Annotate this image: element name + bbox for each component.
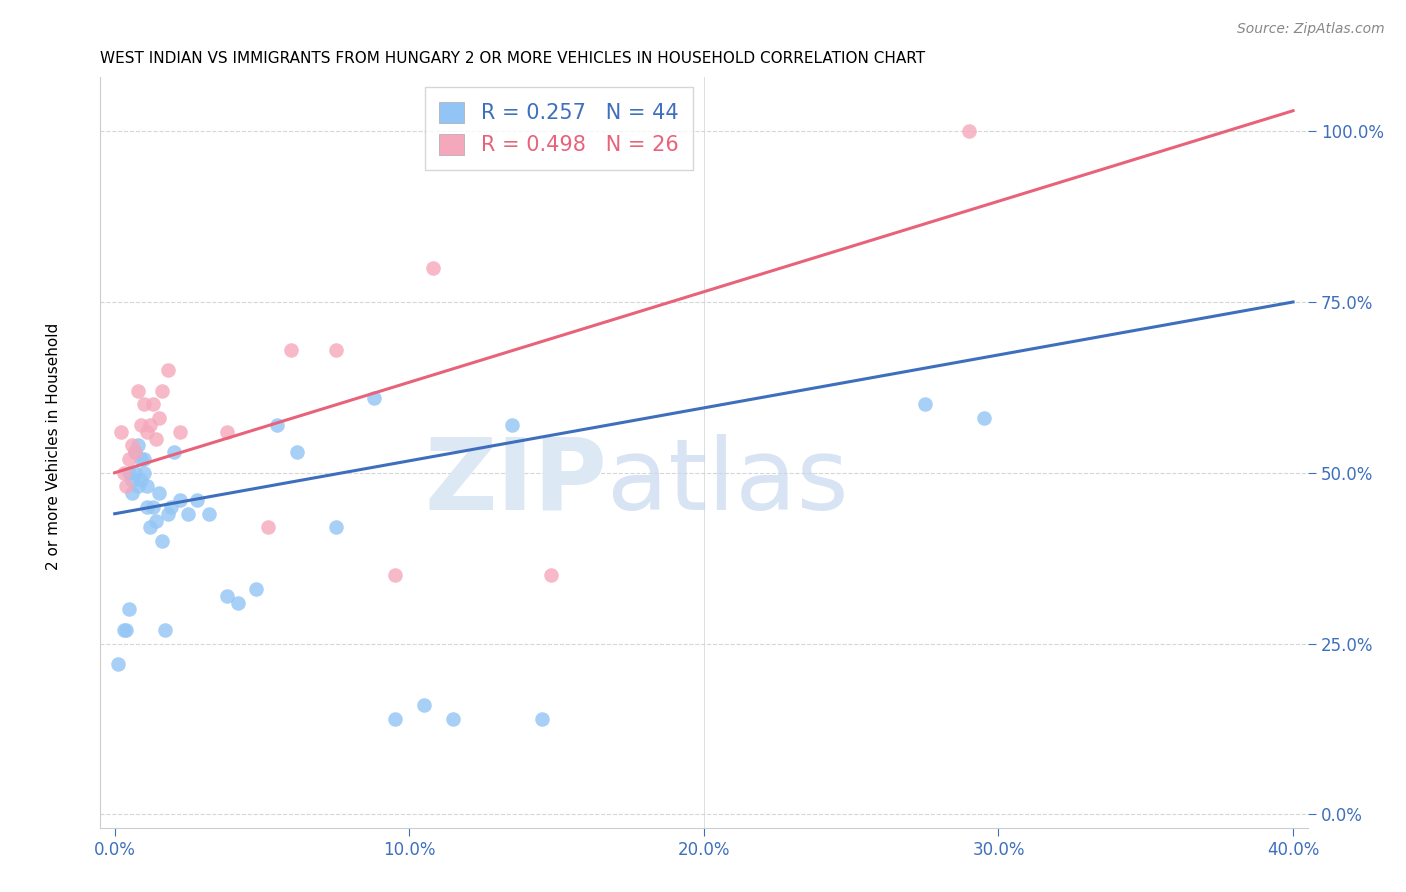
Point	[501, 417, 523, 432]
Point	[384, 712, 406, 726]
Point	[169, 493, 191, 508]
Point	[914, 397, 936, 411]
Point	[124, 445, 146, 459]
Point	[139, 417, 162, 432]
Point	[325, 343, 347, 357]
Point	[142, 500, 165, 514]
Point	[153, 623, 176, 637]
Point	[112, 623, 135, 637]
Point	[245, 582, 267, 596]
Point	[285, 445, 308, 459]
Point	[142, 397, 165, 411]
Point	[118, 466, 141, 480]
Point	[115, 479, 138, 493]
Point	[136, 479, 159, 493]
Legend: R = 0.257   N = 44, R = 0.498   N = 26: R = 0.257 N = 44, R = 0.498 N = 26	[425, 87, 693, 170]
Point	[107, 657, 129, 671]
Point	[363, 391, 385, 405]
Point	[422, 260, 444, 275]
Point	[136, 500, 159, 514]
Point	[413, 698, 436, 712]
Point	[121, 473, 143, 487]
Point	[136, 425, 159, 439]
Point	[129, 452, 152, 467]
Point	[134, 397, 156, 411]
Point	[325, 520, 347, 534]
Point	[384, 568, 406, 582]
Point	[118, 452, 141, 467]
Point	[124, 445, 146, 459]
Point	[156, 363, 179, 377]
Point	[118, 602, 141, 616]
Point	[150, 534, 173, 549]
Point	[121, 438, 143, 452]
Point	[110, 425, 132, 439]
Point	[124, 466, 146, 480]
Text: 2 or more Vehicles in Household: 2 or more Vehicles in Household	[46, 322, 60, 570]
Point	[540, 568, 562, 582]
Point	[177, 507, 200, 521]
Point	[228, 596, 250, 610]
Point	[115, 623, 138, 637]
Point	[127, 384, 149, 398]
Point	[443, 712, 465, 726]
Point	[148, 411, 170, 425]
Point	[159, 500, 181, 514]
Point	[215, 425, 238, 439]
Point	[150, 384, 173, 398]
Point	[129, 473, 152, 487]
Text: ZIP: ZIP	[425, 434, 607, 531]
Point	[957, 124, 980, 138]
Point	[530, 712, 553, 726]
Point	[169, 425, 191, 439]
Text: WEST INDIAN VS IMMIGRANTS FROM HUNGARY 2 OR MORE VEHICLES IN HOUSEHOLD CORRELATI: WEST INDIAN VS IMMIGRANTS FROM HUNGARY 2…	[100, 51, 925, 66]
Point	[129, 417, 152, 432]
Point	[145, 514, 167, 528]
Point	[198, 507, 221, 521]
Point	[134, 452, 156, 467]
Point	[280, 343, 302, 357]
Text: atlas: atlas	[607, 434, 849, 531]
Point	[156, 507, 179, 521]
Point	[215, 589, 238, 603]
Point	[134, 466, 156, 480]
Point	[145, 432, 167, 446]
Point	[257, 520, 280, 534]
Point	[186, 493, 208, 508]
Point	[139, 520, 162, 534]
Point	[266, 417, 288, 432]
Point	[127, 438, 149, 452]
Point	[973, 411, 995, 425]
Text: Source: ZipAtlas.com: Source: ZipAtlas.com	[1237, 22, 1385, 37]
Point	[121, 486, 143, 500]
Point	[148, 486, 170, 500]
Point	[112, 466, 135, 480]
Point	[127, 479, 149, 493]
Point	[162, 445, 184, 459]
